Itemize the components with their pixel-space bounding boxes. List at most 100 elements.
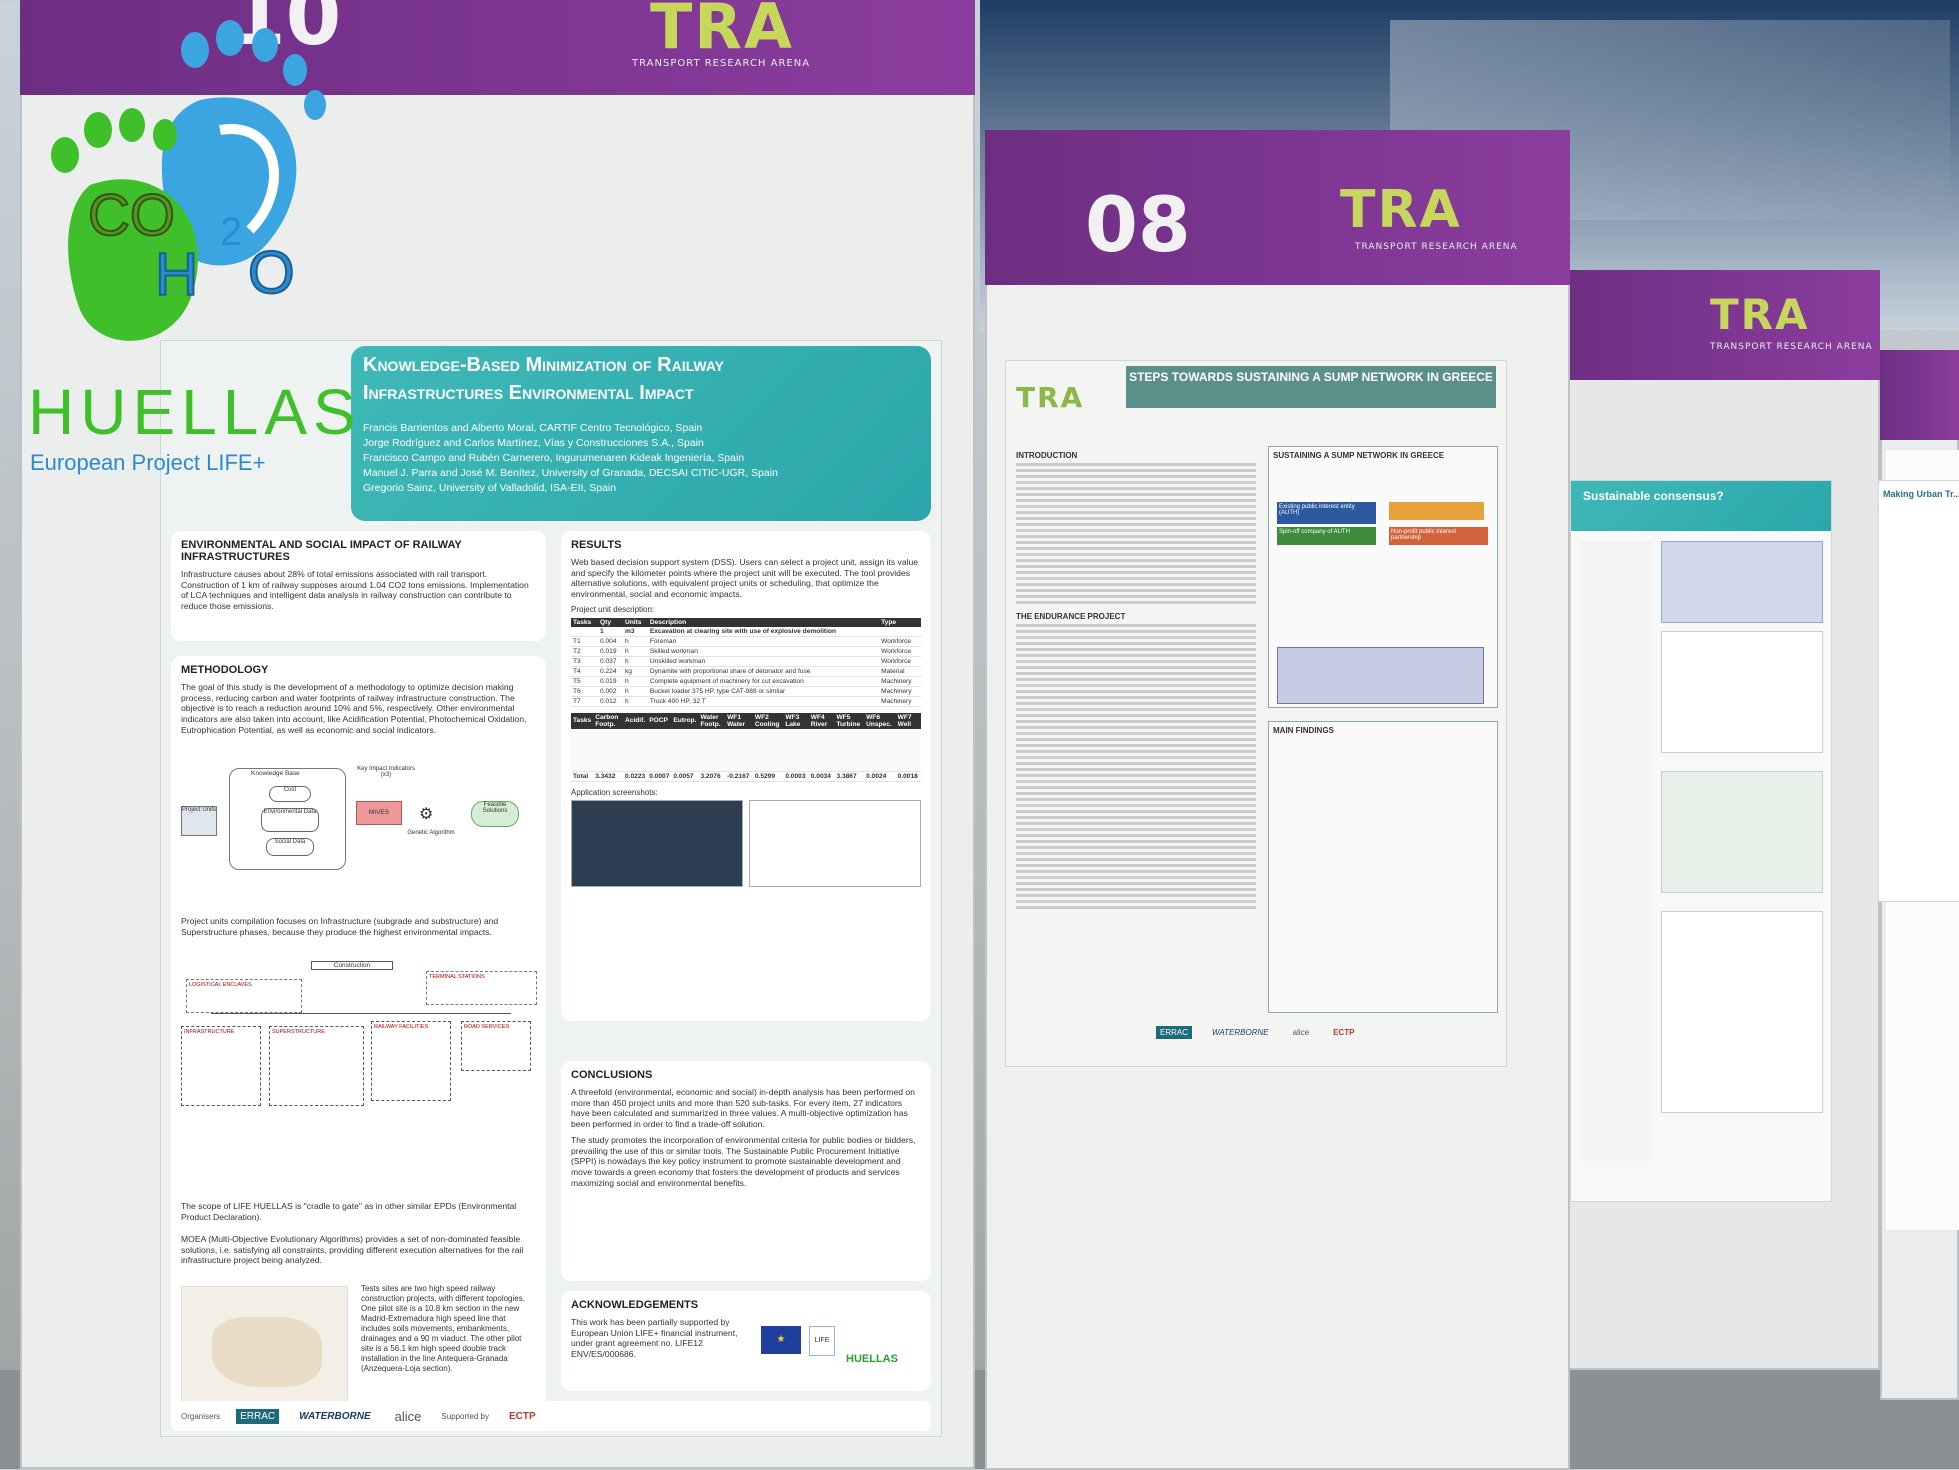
table-cell: T3 xyxy=(571,656,599,667)
conclusions-heading: Conclusions xyxy=(571,1069,653,1081)
phases-text: Project units compilation focuses on Inf… xyxy=(181,916,499,937)
table-cell: kg xyxy=(622,666,648,677)
tree-left: LOGISTICAL ENCLAVES xyxy=(186,979,302,1013)
diagram-project-units: Project Units xyxy=(181,806,217,836)
impact-heading: Environmental and social impact of railw… xyxy=(181,539,462,563)
impact-total-cell: Total xyxy=(571,771,594,782)
impact-header-cell: Carbon Footp. xyxy=(593,712,624,729)
table-cell: 0.004 xyxy=(598,636,623,647)
impact-section: Environmental and social impact of railw… xyxy=(171,531,546,641)
diagram-social-data: Social Data xyxy=(266,838,314,856)
table-cell xyxy=(879,626,921,637)
methodology-heading: Methodology xyxy=(181,664,269,676)
impact-total-cell: 0.0018 xyxy=(895,771,921,782)
right-poster: Sustainable consensus? xyxy=(1570,480,1832,1202)
impact-header-cell: WF2 Cooling xyxy=(752,712,784,729)
conclusions-section: Conclusions A threefold (environmental, … xyxy=(561,1061,931,1281)
screens-caption: Application screenshots: xyxy=(571,787,658,797)
far-right-poster: Making Urban Tr... xyxy=(1878,480,1959,902)
impact-header-cell: WF1 Water xyxy=(725,712,753,729)
table-cell: Truck 400 HP, 32 T xyxy=(647,696,880,707)
table-row: T5 0.019 h Complete equipment of machinery … xyxy=(571,676,921,687)
tests-text: Tests sites are two high speed railway c… xyxy=(361,1284,525,1373)
tree-road-services: ROAD SERVICES xyxy=(461,1021,531,1071)
logo-errac: ERRAC xyxy=(236,1408,280,1424)
impact-total-cell: -0.2167 xyxy=(725,771,753,782)
table-cell: h xyxy=(622,696,648,707)
results-heading: Results xyxy=(571,539,622,551)
impact-header-cell: Tasks xyxy=(571,712,594,729)
spain-map xyxy=(181,1286,348,1413)
tra-sub-right: TRANSPORT RESEARCH ARENA xyxy=(1710,342,1873,352)
table-row: T2 0.019 h Skilled workman Workforce xyxy=(571,646,921,657)
gear-icon: ⚙ xyxy=(419,806,434,823)
poster-title-line2: Infrastructures Environmental Impact xyxy=(363,382,694,404)
watermark-project: European Project LIFE+ xyxy=(30,450,266,475)
table-cell: Dynamite with proportional share of deto… xyxy=(647,666,880,677)
watermark-huellas: HUELLAS xyxy=(28,376,362,448)
diagram-feasible: Feasible Solutions xyxy=(471,801,519,827)
board-number-10: 10 xyxy=(230,0,342,63)
logo-ectp: ECTP xyxy=(508,1410,536,1422)
table-cell: T2 xyxy=(571,646,599,657)
sump-title: Steps towards sustaining a SUMP network … xyxy=(1126,366,1496,408)
impact-header-cell: Eutrop. xyxy=(671,712,699,729)
diagram-kpi: Key Impact Indicators (x3) xyxy=(357,766,415,778)
table-row: T7 0.012 h Truck 400 HP, 32 T Machinery xyxy=(571,696,921,707)
sump-findings-heading: Main findings xyxy=(1273,726,1334,735)
table-cell: h xyxy=(622,686,648,697)
table-cell: h xyxy=(622,676,648,687)
table-cell: T6 xyxy=(571,686,599,697)
th-type: Type xyxy=(879,617,921,627)
board-number-08: 08 xyxy=(1085,180,1191,269)
impact-total-cell: 0.0003 xyxy=(783,771,809,782)
tree-infrastructure: INFRASTRUCTURE xyxy=(181,1026,261,1106)
table-cell: Workforce xyxy=(879,656,921,667)
table-cell: T4 xyxy=(571,666,599,677)
eu-flag-icon: ★ xyxy=(761,1326,801,1354)
screenshot-1 xyxy=(571,799,743,887)
screenshot-2 xyxy=(749,799,921,887)
sump-endurance-heading: The Endurance Project xyxy=(1016,612,1126,621)
impact-total-cell: 3.3432 xyxy=(593,771,624,782)
table-cell: 0.019 xyxy=(598,676,623,687)
sump-sustain-heading: Sustaining a SUMP network in Greece xyxy=(1273,451,1445,460)
author-4: Manuel J. Parra and José M. Benítez, Uni… xyxy=(363,467,778,479)
table-cell: Skilled workman xyxy=(647,646,880,657)
table-cell: m3 xyxy=(622,626,648,637)
logo-errac-center: ERRAC xyxy=(1156,1026,1193,1039)
author-1: Francis Barrientos and Alberto Moral, CA… xyxy=(363,422,703,434)
table-cell: Bucket loader 375 HP, type CAT-988 or si… xyxy=(647,686,880,697)
table-cell: 0.037 xyxy=(598,656,623,667)
impact-text: Infrastructure causes about 28% of total… xyxy=(181,569,529,612)
far-right-poster-title: Making Urban Tr... xyxy=(1883,489,1959,499)
table-cell: T7 xyxy=(571,696,599,707)
ack-huellas-logo: HUELLAS xyxy=(846,1353,898,1365)
sump-intro-heading: Introduction xyxy=(1016,451,1078,460)
tree-right: TERMINAL STATIONS xyxy=(426,971,537,1005)
table-cell xyxy=(571,626,599,637)
watermark-2: 2 xyxy=(220,210,243,254)
tra-logo-right: TRA xyxy=(1710,290,1810,339)
impact-header-cell: WF3 Lake xyxy=(783,712,809,729)
table-cell: Workforce xyxy=(879,636,921,647)
conclusions-text-2: The study promotes the incorporation of … xyxy=(571,1134,916,1188)
title-banner: Knowledge-Based Minimization of Railway … xyxy=(351,346,931,521)
author-3: Francisco Campo and Rubén Carnerero, Ing… xyxy=(363,452,745,464)
tra-logo-center: TRA xyxy=(1340,180,1462,240)
logo-ectp-center: ECTP xyxy=(1333,1028,1355,1037)
poster-title-line1: Knowledge-Based Minimization of Railway xyxy=(363,354,724,376)
sump-box-spinoff: Spin-off company of AUTH xyxy=(1277,527,1376,545)
watermark-h: H xyxy=(154,240,199,309)
methodology-text: The goal of this study is the developmen… xyxy=(181,682,527,735)
logo-waterborne-center: WATERBORNE xyxy=(1212,1028,1269,1037)
table-cell: Machinery xyxy=(879,676,921,687)
table-row: T6 0.002 h Bucket loader 375 HP, type CAT-9… xyxy=(571,686,921,697)
poster-footer-logos: Organisers ERRAC WATERBORNE alice Suppor… xyxy=(171,1401,931,1431)
tra-sub-left: TRANSPORT RESEARCH ARENA xyxy=(632,58,811,69)
project-unit-table: Tasks Qty Units Description Type 1 m3 Exca… xyxy=(571,617,921,707)
watermark-co: CO xyxy=(87,182,176,249)
table-cell: 0.224 xyxy=(598,666,623,677)
tra-sub-center: TRANSPORT RESEARCH ARENA xyxy=(1355,242,1518,252)
table-cell: Excavation at clearing site with use of … xyxy=(647,626,880,637)
